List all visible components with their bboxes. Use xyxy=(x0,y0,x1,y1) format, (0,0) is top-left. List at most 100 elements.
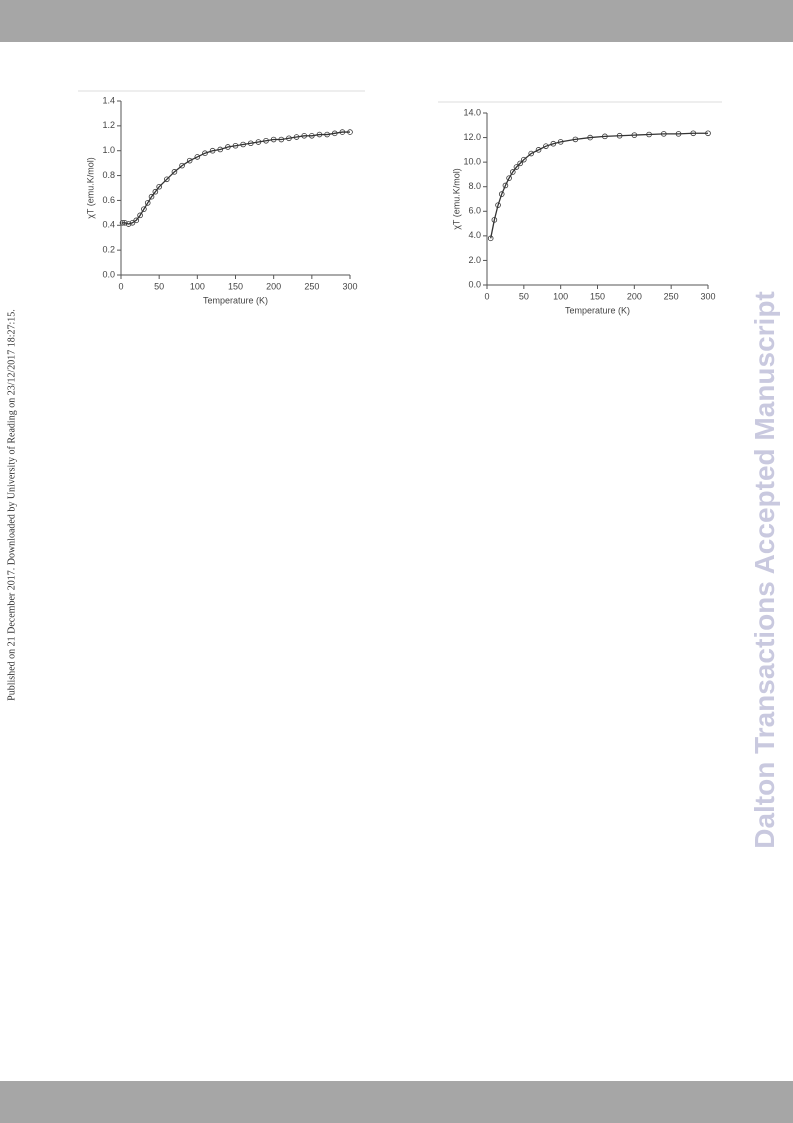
data-point xyxy=(202,150,208,157)
footer-bar xyxy=(0,1081,793,1123)
data-point xyxy=(152,188,159,195)
data-point xyxy=(491,217,498,223)
header-bar xyxy=(0,0,793,42)
data-point xyxy=(506,175,512,181)
data-point xyxy=(156,183,162,190)
data-point xyxy=(270,136,277,143)
data-point xyxy=(278,136,285,143)
data-point xyxy=(616,132,623,139)
data-point xyxy=(240,141,246,148)
data-point xyxy=(690,130,697,137)
data-point xyxy=(171,169,178,175)
y-tick-label: 14.0 xyxy=(463,107,481,117)
y-tick-label: 0.0 xyxy=(468,279,481,289)
data-point xyxy=(209,147,216,154)
data-point xyxy=(528,150,534,157)
data-point xyxy=(535,147,542,153)
data-point xyxy=(495,202,501,208)
data-point xyxy=(263,137,269,144)
data-point xyxy=(194,154,201,160)
fit-line xyxy=(122,131,350,225)
data-point xyxy=(141,206,147,212)
y-axis-label: χT (emu.K/mol) xyxy=(85,157,95,219)
x-tick-label: 200 xyxy=(266,281,281,291)
x-tick-label: 100 xyxy=(553,291,568,301)
data-point xyxy=(301,133,308,139)
data-point xyxy=(144,200,151,206)
data-point xyxy=(705,130,711,137)
data-point xyxy=(502,182,509,189)
y-tick-label: 12.0 xyxy=(463,132,481,142)
x-tick-label: 100 xyxy=(190,281,205,291)
y-tick-label: 0.4 xyxy=(102,220,115,230)
x-tick-label: 150 xyxy=(590,291,605,301)
data-point xyxy=(572,136,579,143)
y-tick-label: 1.0 xyxy=(102,145,115,155)
data-point xyxy=(148,193,155,200)
x-tick-label: 300 xyxy=(342,281,357,291)
y-tick-label: 0.0 xyxy=(102,269,115,279)
data-point xyxy=(660,131,667,137)
data-point xyxy=(602,133,608,140)
y-tick-label: 0.2 xyxy=(102,245,115,255)
x-tick-label: 250 xyxy=(304,281,319,291)
data-point xyxy=(509,169,516,175)
x-tick-label: 50 xyxy=(154,281,164,291)
y-tick-label: 10.0 xyxy=(463,157,481,167)
x-axis-label: Temperature (K) xyxy=(203,295,268,305)
y-tick-label: 1.2 xyxy=(102,120,115,130)
data-point xyxy=(225,144,231,150)
data-point xyxy=(631,132,638,138)
data-point xyxy=(309,133,315,139)
x-tick-label: 50 xyxy=(519,291,529,301)
data-point xyxy=(521,156,527,163)
data-point xyxy=(247,140,254,147)
y-tick-label: 0.8 xyxy=(102,170,115,180)
x-tick-label: 200 xyxy=(627,291,642,301)
data-point xyxy=(129,220,136,226)
data-point xyxy=(339,129,346,135)
data-point xyxy=(255,139,262,145)
y-tick-label: 1.4 xyxy=(102,95,115,105)
data-point xyxy=(119,220,126,226)
data-point xyxy=(646,131,652,138)
data-point xyxy=(543,143,549,149)
y-tick-label: 0.6 xyxy=(102,195,115,205)
data-point xyxy=(122,220,128,226)
data-point xyxy=(293,134,300,140)
data-point xyxy=(179,162,185,169)
data-point xyxy=(675,131,682,137)
data-point xyxy=(217,146,224,153)
y-tick-label: 4.0 xyxy=(468,230,481,240)
data-point xyxy=(557,139,564,145)
y-tick-label: 8.0 xyxy=(468,181,481,191)
data-point xyxy=(286,135,292,142)
x-tick-label: 250 xyxy=(664,291,679,301)
y-tick-label: 2.0 xyxy=(468,255,481,265)
data-point xyxy=(137,212,143,219)
data-point xyxy=(347,129,353,135)
data-point xyxy=(125,221,132,227)
data-point xyxy=(164,176,170,183)
data-point xyxy=(316,131,323,138)
data-point xyxy=(324,131,330,138)
data-point xyxy=(331,130,338,137)
data-point xyxy=(498,191,505,197)
x-axis-label: Temperature (K) xyxy=(565,305,630,315)
data-point xyxy=(513,164,520,170)
x-tick-label: 300 xyxy=(700,291,715,301)
data-point xyxy=(550,140,557,147)
data-point xyxy=(232,142,239,149)
fit-line xyxy=(490,132,708,239)
y-axis-label: χT (emu.K/mol) xyxy=(451,168,461,230)
x-tick-label: 0 xyxy=(484,291,489,301)
data-point xyxy=(587,134,593,141)
y-tick-label: 6.0 xyxy=(468,206,481,216)
x-tick-label: 0 xyxy=(118,281,123,291)
data-point xyxy=(133,217,140,224)
data-point xyxy=(517,160,523,167)
x-tick-label: 150 xyxy=(228,281,243,291)
data-point xyxy=(487,235,494,242)
